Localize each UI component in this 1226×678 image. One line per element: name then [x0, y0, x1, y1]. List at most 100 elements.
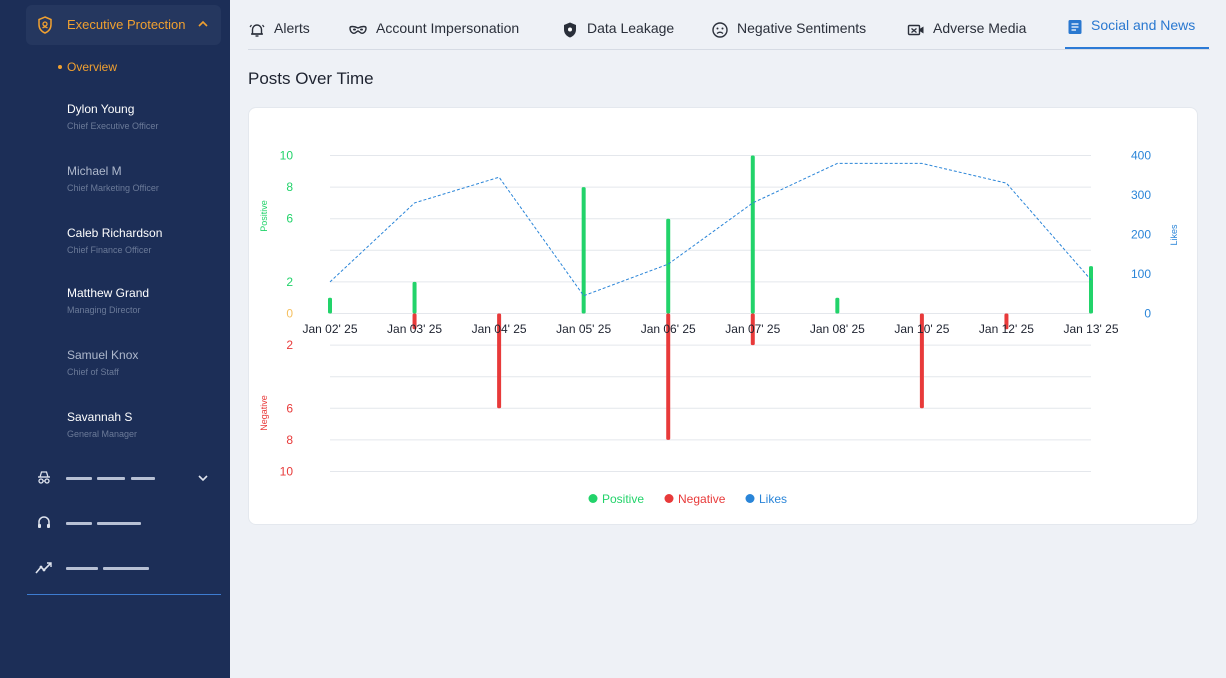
redacted-label [103, 567, 149, 570]
tab-adverse-media[interactable]: Adverse Media [907, 20, 1026, 50]
tab-bar: Alerts Account Impersonation Data Leakag… [248, 0, 1210, 50]
posts-over-time-chart: 026810268100100200300400PositiveNegative… [259, 149, 1179, 507]
sad-face-icon [712, 22, 728, 38]
negative-bar [497, 313, 502, 409]
collapsed-nav-item-1[interactable] [35, 468, 215, 488]
likes-line [329, 162, 1092, 297]
legend-marker [664, 494, 674, 503]
legend-marker [745, 494, 755, 503]
x-tick-label: Jan 08' 25 [810, 322, 865, 336]
positive-bar [328, 297, 332, 314]
x-tick-label: Jan 03' 25 [387, 322, 442, 336]
collapsed-nav-item-2[interactable] [35, 513, 215, 533]
tab-label: Data Leakage [587, 20, 675, 36]
sidebar: Executive Protection Overview Dylon Youn… [0, 0, 230, 678]
shield-icon [38, 16, 52, 34]
tab-social-and-news[interactable]: Social and News [1067, 17, 1195, 47]
redacted-label [66, 477, 92, 480]
bars [328, 155, 1093, 440]
person-name: Dylon Young [67, 102, 135, 116]
chevron-down-icon[interactable] [197, 472, 209, 484]
positive-bar [750, 155, 755, 314]
legend-label: Positive [602, 492, 644, 506]
y-tick-positive: 8 [286, 180, 293, 194]
positive-bar [581, 187, 586, 314]
mask-icon [349, 25, 367, 34]
tab-negative-sentiments[interactable]: Negative Sentiments [711, 20, 866, 50]
person-item[interactable]: Caleb Richardson Chief Finance Officer [67, 226, 162, 255]
likes-polyline [329, 162, 1092, 297]
positive-bar [666, 218, 671, 314]
y-tick-negative: 10 [280, 465, 294, 479]
redacted-label [131, 477, 155, 480]
redacted-label [66, 522, 92, 525]
person-item[interactable]: Dylon Young Chief Executive Officer [67, 102, 158, 131]
positive-bar [1089, 266, 1093, 314]
y-axis-title-likes: Likes [1169, 224, 1179, 246]
negative-bar [412, 313, 417, 330]
x-tick-label: Jan 07' 25 [725, 322, 780, 336]
axes: 026810268100100200300400PositiveNegative… [259, 149, 1179, 479]
tab-label: Alerts [274, 20, 310, 36]
redacted-label [97, 477, 125, 480]
legend-label: Negative [678, 492, 726, 506]
sidebar-divider [27, 594, 221, 595]
chevron-up-icon[interactable] [197, 18, 209, 30]
person-name: Savannah S [67, 410, 133, 424]
person-item[interactable]: Michael M Chief Marketing Officer [67, 164, 159, 193]
page-title: Posts Over Time [248, 69, 374, 88]
y-tick-positive: 6 [286, 212, 293, 226]
y-axis-title-positive: Positive [259, 200, 269, 232]
y-tick-positive: 10 [280, 149, 294, 163]
y-tick-likes: 400 [1131, 149, 1151, 163]
x-tick-label: Jan 10' 25 [894, 322, 949, 336]
person-name: Matthew Grand [67, 286, 150, 300]
tab-label: Social and News [1091, 17, 1196, 33]
person-role: Chief of Staff [67, 367, 119, 377]
tab-label: Negative Sentiments [737, 20, 867, 36]
collapsed-nav-item-3[interactable] [35, 558, 215, 578]
person-item[interactable]: Samuel Knox Chief of Staff [67, 348, 138, 377]
negative-bar [1004, 313, 1009, 330]
person-role: General Manager [67, 429, 138, 439]
person-role: Chief Marketing Officer [67, 183, 159, 193]
overview-label: Overview [67, 60, 118, 74]
tab-alerts[interactable]: Alerts [248, 20, 310, 50]
tab-data-leakage[interactable]: Data Leakage [561, 20, 674, 50]
negative-bar [666, 313, 671, 440]
overview-link[interactable]: Overview [58, 60, 117, 74]
y-tick-negative: 2 [286, 338, 293, 352]
y-tick-likes: 0 [1144, 307, 1151, 321]
person-item[interactable]: Savannah S General Manager [67, 410, 137, 439]
posts-over-time-card: 0 2 6 8 10 2 6 8 10 0 100 200 300 400 Positive Negative… [248, 107, 1198, 525]
y-axis-title-negative: Negative [259, 395, 269, 431]
tab-label: Account Impersonation [376, 20, 520, 36]
executive-protection-label: Executive Protection [67, 17, 186, 32]
grid [330, 155, 1091, 472]
person-item[interactable]: Matthew Grand Managing Director [67, 286, 149, 315]
negative-bar [750, 313, 755, 346]
bell-icon [249, 24, 265, 37]
tab-account-impersonation[interactable]: Account Impersonation [348, 20, 519, 50]
spy-icon [38, 471, 50, 484]
bullet-dot [58, 65, 62, 69]
person-name: Samuel Knox [67, 348, 139, 362]
executive-protection-menu[interactable]: Executive Protection [26, 5, 221, 45]
headset-icon [38, 516, 50, 528]
tab-label: Adverse Media [933, 20, 1027, 36]
person-role: Chief Finance Officer [67, 245, 152, 255]
shield-icon [564, 22, 576, 38]
redacted-label [97, 522, 141, 525]
legend[interactable]: Positive Negative Likes [588, 492, 788, 506]
y-tick-positive: 2 [286, 275, 293, 289]
y-tick-positive: 0 [286, 307, 293, 321]
x-axis-labels: Jan 02' 25 Jan 03' 25 Jan 04' 25 Jan 05' 25… [302, 322, 1118, 336]
y-tick-negative: 6 [286, 401, 293, 415]
x-tick-label: Jan 13' 25 [1063, 322, 1118, 336]
trend-icon [35, 562, 52, 574]
x-tick-label: Jan 02' 25 [302, 322, 357, 336]
person-role: Managing Director [67, 305, 141, 315]
redacted-label [66, 567, 98, 570]
x-tick-label: Jan 06' 25 [641, 322, 696, 336]
person-name: Michael M [67, 164, 122, 178]
